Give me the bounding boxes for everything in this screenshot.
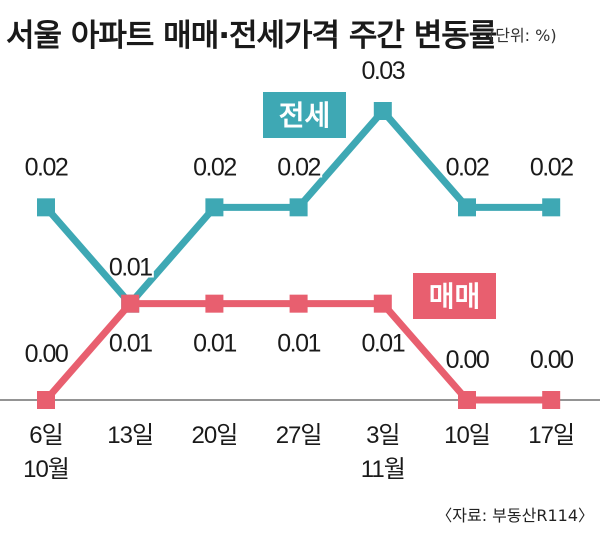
data-label: 0.02	[446, 153, 489, 181]
legend-box	[413, 273, 496, 319]
data-label: 0.01	[109, 330, 152, 358]
x-tick-label: 17일	[528, 422, 574, 449]
data-point	[458, 198, 476, 217]
data-label: 0.01	[109, 254, 152, 282]
data-point	[373, 294, 392, 313]
x-tick-label: 3일	[366, 422, 399, 449]
x-month-label: 11월	[361, 456, 405, 483]
data-point	[121, 294, 140, 313]
data-label: 0.00	[530, 346, 573, 374]
source-label: 〈자료: 부동산R114〉	[436, 506, 594, 525]
legend-label: 전세	[279, 99, 331, 132]
x-tick-label: 6일	[29, 422, 62, 449]
data-point	[289, 198, 308, 217]
data-point	[289, 294, 308, 313]
data-label: 0.01	[361, 330, 404, 358]
data-point	[458, 391, 476, 409]
data-label: 0.00	[446, 346, 489, 374]
data-point	[37, 391, 55, 409]
data-label: 0.01	[193, 330, 236, 358]
data-label: 0.02	[277, 153, 320, 181]
x-tick-label: 27일	[276, 422, 322, 449]
data-label: 0.02	[25, 153, 68, 181]
x-tick-label: 13일	[107, 422, 153, 449]
data-point	[37, 198, 55, 217]
data-label: 0.01	[277, 330, 320, 358]
data-point	[205, 294, 224, 313]
data-label: 0.03	[361, 57, 404, 85]
x-month-label: 10월	[23, 456, 69, 483]
x-tick-label: 20일	[192, 422, 238, 449]
chart-title: 서울 아파트 매매·전세가격 주간 변동률	[6, 18, 497, 54]
data-label: 0.02	[530, 153, 573, 181]
data-point	[542, 391, 561, 409]
data-point	[373, 102, 392, 120]
data-point	[542, 198, 561, 217]
unit-label: (단위: %)	[489, 26, 557, 45]
data-label: 0.00	[25, 340, 68, 368]
data-label: 0.02	[193, 153, 236, 181]
legend-label: 매매	[429, 280, 481, 313]
legend-box	[263, 92, 346, 138]
x-tick-label: 10일	[444, 422, 490, 449]
data-point	[205, 198, 224, 217]
